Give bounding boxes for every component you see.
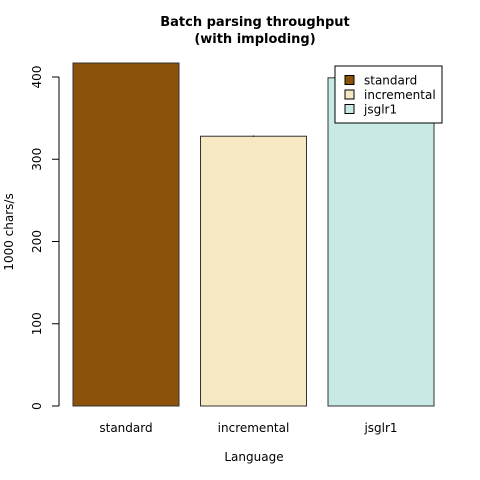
y-axis: 0 100 200 300 400	[30, 66, 60, 410]
y-tick-label: 100	[30, 312, 44, 335]
legend-swatch-incremental	[344, 89, 355, 100]
legend-swatch-jsglr1	[344, 104, 355, 114]
y-tick-label: 200	[30, 230, 44, 253]
legend-label-jsglr1: jsglr1	[363, 103, 397, 117]
y-tick-label: 400	[30, 66, 44, 89]
y-axis-label: 1000 chars/s	[2, 193, 16, 270]
y-tick-label: 0	[30, 402, 44, 410]
bar-jsglr1	[327, 77, 435, 407]
legend-label-incremental: incremental	[364, 88, 436, 102]
bar-standard	[72, 62, 180, 407]
bar-incremental	[200, 135, 307, 407]
bars-group	[72, 62, 435, 407]
x-tick-label-jsglr1: jsglr1	[363, 421, 397, 435]
chart-title-line-1: Batch parsing throughput	[160, 15, 350, 30]
x-tick-label-standard: standard	[99, 421, 152, 435]
x-axis-tick-labels: standard incremental jsglr1	[99, 421, 397, 435]
x-axis-label: Language	[224, 450, 283, 464]
legend-swatch-standard	[344, 75, 355, 85]
legend-label-standard: standard	[364, 74, 417, 88]
chart-title-line-2: (with imploding)	[194, 32, 315, 47]
y-tick-label: 300	[30, 148, 44, 171]
x-tick-label-incremental: incremental	[218, 421, 290, 435]
